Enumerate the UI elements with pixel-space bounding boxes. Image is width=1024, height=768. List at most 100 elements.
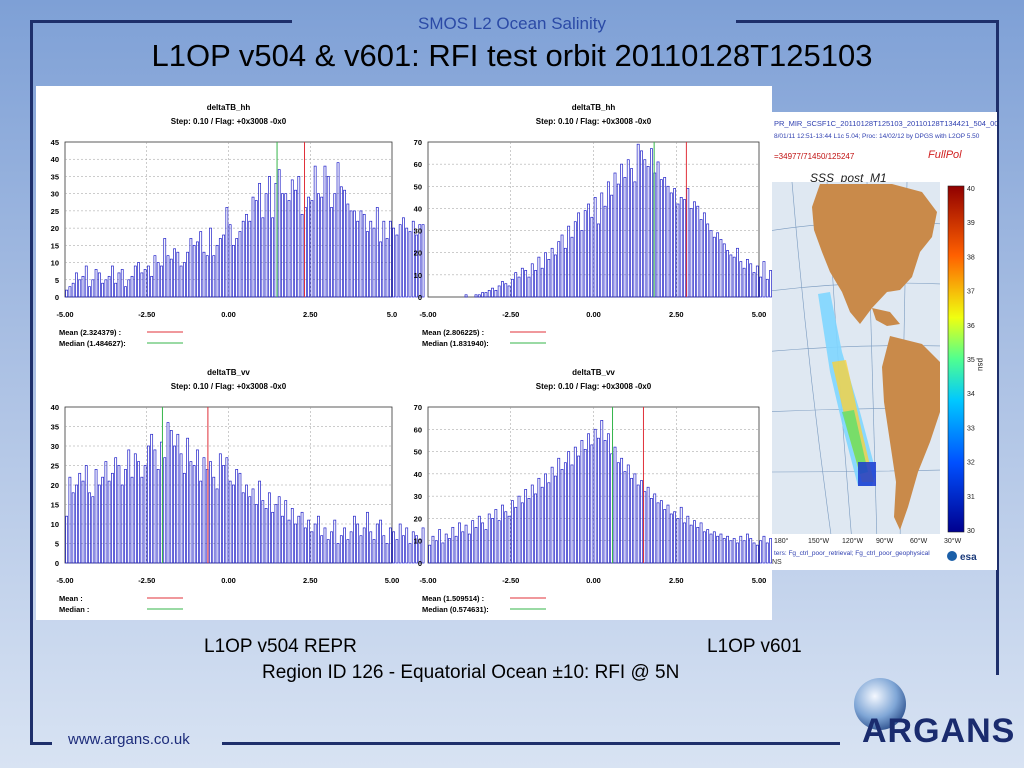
histogram-bar bbox=[434, 540, 438, 564]
histogram-bar bbox=[636, 143, 640, 298]
histogram-bar bbox=[130, 476, 134, 564]
histogram-bar bbox=[156, 262, 160, 298]
histogram-bar bbox=[474, 526, 478, 564]
histogram-bar bbox=[307, 196, 310, 298]
histogram-bar bbox=[94, 469, 98, 564]
histogram-bar bbox=[137, 461, 140, 564]
histogram-bar bbox=[620, 457, 624, 564]
histogram-bar bbox=[739, 261, 743, 298]
histogram-bar bbox=[454, 535, 458, 564]
histogram-bar bbox=[408, 231, 412, 298]
histogram-bar bbox=[600, 192, 604, 298]
histogram-bar bbox=[716, 535, 720, 564]
histogram-bar bbox=[124, 469, 127, 564]
y-tick-label: 35 bbox=[51, 423, 59, 432]
histogram-bar bbox=[199, 231, 203, 298]
chart-subtitle: Step: 0.10 / Flag: +0x3008 -0x0 bbox=[536, 117, 652, 126]
x-tick-label: 0.00 bbox=[221, 310, 236, 319]
histogram-bar bbox=[597, 437, 600, 564]
histogram-bar bbox=[600, 420, 604, 564]
histogram-bar bbox=[567, 225, 571, 298]
histogram-bar bbox=[169, 430, 173, 564]
histogram-bar bbox=[317, 193, 320, 298]
histogram-bar bbox=[294, 523, 297, 564]
histogram-bar bbox=[663, 177, 667, 298]
histogram-bar bbox=[415, 535, 418, 564]
histogram-bar bbox=[232, 484, 235, 564]
histogram-bar bbox=[702, 531, 706, 564]
histogram-bar bbox=[369, 220, 373, 298]
histogram-bar bbox=[199, 480, 203, 564]
histogram-bar bbox=[570, 236, 574, 298]
histogram-bar bbox=[343, 527, 346, 564]
histogram-bar bbox=[557, 457, 561, 564]
histogram-bar bbox=[366, 231, 369, 298]
histogram-bar bbox=[323, 165, 327, 298]
histogram-bar bbox=[464, 294, 468, 298]
histogram-bar bbox=[385, 543, 389, 564]
y-tick-label: 20 bbox=[414, 514, 422, 523]
histogram-bar bbox=[176, 251, 180, 298]
slide-title: L1OP v504 & v601: RFI test orbit 2011012… bbox=[151, 38, 873, 73]
histogram-bar bbox=[474, 294, 478, 298]
histogram-bar bbox=[130, 275, 134, 298]
x-tick-label: 0.00 bbox=[586, 310, 601, 319]
map-partial-label: NS bbox=[772, 559, 782, 566]
histogram-bar bbox=[742, 540, 746, 564]
y-tick-label: 50 bbox=[414, 448, 422, 457]
y-tick-label: 10 bbox=[414, 537, 422, 546]
histogram-bar bbox=[68, 286, 72, 298]
histogram-bar bbox=[111, 472, 114, 564]
histogram-bar bbox=[388, 220, 392, 298]
histogram-bar bbox=[673, 188, 676, 298]
histogram-bar bbox=[769, 538, 772, 564]
esa-logo-icon bbox=[947, 551, 957, 561]
legend-mean-label: Mean : bbox=[59, 594, 83, 603]
colorbar-tick-label: 36 bbox=[967, 323, 975, 330]
histogram-bar bbox=[228, 224, 232, 298]
histogram-bar bbox=[258, 182, 261, 298]
x-tick-label: 0.00 bbox=[586, 576, 601, 585]
histogram-bar bbox=[726, 250, 729, 298]
histogram-bar bbox=[573, 446, 577, 564]
histogram-bar bbox=[346, 539, 350, 564]
histogram-bar bbox=[567, 451, 571, 564]
histogram-bar bbox=[451, 526, 455, 564]
x-tick-label: -2.50 bbox=[502, 576, 519, 585]
histogram-bar bbox=[330, 531, 333, 564]
histogram-bar bbox=[117, 272, 121, 298]
histogram-bar bbox=[448, 538, 451, 564]
histogram-bar bbox=[84, 465, 88, 564]
longitude-label: 150°W bbox=[808, 537, 829, 545]
y-tick-label: 20 bbox=[414, 249, 422, 258]
histogram-bar bbox=[530, 484, 534, 564]
y-tick-label: 70 bbox=[414, 403, 422, 412]
histogram-bar bbox=[554, 475, 557, 564]
histogram-bar bbox=[712, 236, 716, 298]
website-link[interactable]: www.argans.co.uk bbox=[68, 731, 190, 748]
histogram-bar bbox=[140, 476, 144, 564]
histogram-bar bbox=[477, 515, 481, 564]
histogram-bar bbox=[323, 527, 327, 564]
histogram-bar bbox=[143, 269, 147, 298]
histogram-bar bbox=[491, 287, 494, 298]
histogram-bar bbox=[706, 223, 710, 298]
legend-median-label: Median (1.484627): bbox=[59, 339, 126, 348]
map-product-label: SSS_post_M1 bbox=[810, 171, 887, 185]
histogram-bar bbox=[765, 542, 769, 564]
histogram-bar bbox=[232, 244, 235, 298]
histogram-bar bbox=[418, 539, 422, 564]
histogram-bar bbox=[683, 199, 686, 298]
histogram-bar bbox=[179, 265, 183, 298]
histogram-bar bbox=[722, 538, 726, 564]
histogram-bar bbox=[530, 263, 534, 298]
colorbar-unit: psu bbox=[976, 358, 985, 371]
histogram-bar bbox=[544, 473, 547, 564]
histogram-bar bbox=[287, 200, 291, 298]
chart-subtitle: Step: 0.10 / Flag: +0x3008 -0x0 bbox=[536, 382, 652, 391]
histogram-bar bbox=[610, 194, 614, 298]
histogram-bar bbox=[544, 252, 547, 298]
histogram-bar bbox=[245, 213, 248, 298]
histogram-bar bbox=[75, 272, 78, 298]
histogram-bar bbox=[481, 522, 485, 564]
